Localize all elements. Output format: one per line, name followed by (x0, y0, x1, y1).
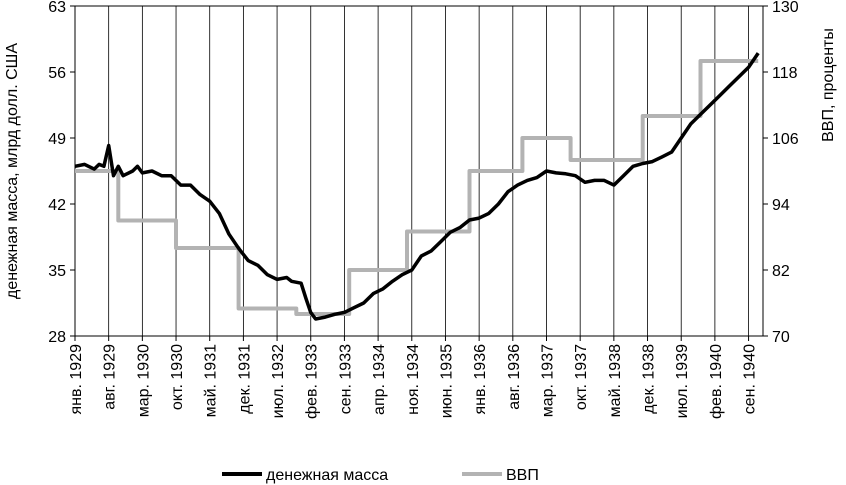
legend-label-gdp: ВВП (506, 467, 539, 484)
right-axis-title: ВВП, проценты (820, 28, 837, 142)
vertical-gridlines (74, 6, 749, 336)
right-tick-label: 118 (772, 65, 798, 82)
x-tick-label: май. 1938 (607, 344, 624, 417)
money-supply-line (74, 52, 760, 321)
left-tick-label: 49 (48, 131, 66, 148)
left-tick-label: 35 (48, 263, 66, 280)
plot-area-frame (74, 5, 764, 337)
x-tick-label: окт. 1937 (573, 344, 590, 410)
x-tick-label: июн. 1935 (438, 344, 455, 418)
x-tick-label: мар. 1930 (135, 344, 152, 417)
x-tick-label: сен. 1940 (742, 344, 759, 414)
x-tick-label: фев. 1940 (708, 344, 725, 419)
x-tick-label: мар. 1937 (539, 344, 556, 417)
left-tick-label: 56 (48, 65, 66, 82)
x-tick-label: дек. 1938 (641, 344, 658, 414)
x-tick-label: июл. 1939 (674, 344, 691, 419)
x-tick-label: апр. 1934 (371, 344, 388, 415)
left-tick-label: 28 (48, 329, 66, 346)
legend-label-money: денежная масса (266, 467, 388, 484)
x-tick-label: дек. 1931 (236, 344, 253, 414)
right-tick-label: 130 (772, 0, 799, 16)
right-tick-label: 70 (772, 329, 790, 346)
gdp-line (75, 59, 759, 316)
series-layer (74, 52, 760, 321)
x-tick-label: июл. 1932 (270, 344, 287, 419)
x-tick-label: фев. 1933 (304, 344, 321, 419)
right-axis-ticks: 70 82 94 106 118 130 (763, 0, 799, 346)
x-tick-label: янв. 1929 (68, 344, 85, 415)
legend: денежная масса ВВП (222, 467, 539, 484)
left-axis-ticks: 28 35 42 49 56 63 (48, 0, 75, 346)
x-tick-label: авг. 1936 (506, 344, 523, 410)
left-tick-label: 63 (48, 0, 66, 16)
x-tick-label: авг. 1929 (102, 344, 119, 410)
right-tick-label: 94 (772, 197, 790, 214)
x-tick-label: сен. 1933 (337, 344, 354, 414)
left-tick-label: 42 (48, 197, 66, 214)
right-tick-label: 106 (772, 131, 799, 148)
left-axis-title: денежная масса, млрд долл. США (4, 43, 21, 299)
x-tick-label: ноя. 1934 (405, 344, 422, 415)
right-tick-label: 82 (772, 263, 790, 280)
x-tick-label: окт. 1930 (169, 344, 186, 410)
x-axis-ticks: янв. 1929 авг. 1929 мар. 1930 окт. 1930 май.… (68, 336, 759, 419)
x-tick-label: май. 1931 (203, 344, 220, 417)
x-tick-label: янв. 1936 (472, 344, 489, 415)
